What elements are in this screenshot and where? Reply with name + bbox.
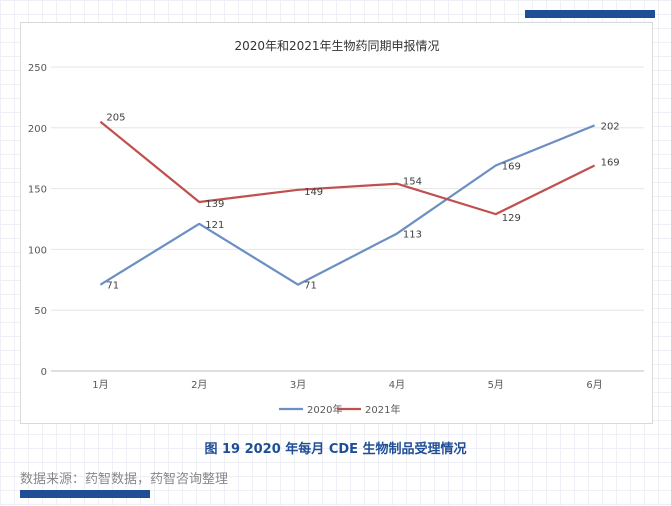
x-tick-label: 6月 <box>586 379 602 391</box>
top-accent-bar <box>525 10 655 18</box>
data-label: 71 <box>304 281 317 292</box>
data-source: 数据来源：药智数据，药智咨询整理 <box>20 472 229 487</box>
bottom-accent-bar <box>20 490 150 498</box>
data-label: 149 <box>304 187 323 198</box>
data-label: 169 <box>502 161 521 172</box>
data-label: 71 <box>106 281 119 292</box>
y-tick-label: 250 <box>28 63 47 74</box>
data-label: 121 <box>205 220 224 231</box>
series-line-1 <box>99 124 595 286</box>
data-label: 139 <box>205 199 224 210</box>
y-tick-label: 150 <box>28 185 47 196</box>
chart-title: 2020年和2021年生物药同期申报情况 <box>234 38 439 53</box>
x-tick-label: 4月 <box>389 379 405 391</box>
y-tick-label: 200 <box>28 124 47 135</box>
x-tick-label: 5月 <box>488 379 504 391</box>
data-label: 154 <box>403 177 422 188</box>
x-tick-label: 2月 <box>191 379 207 391</box>
figure-caption: 图 19 2020 年每月 CDE 生物制品受理情况 <box>204 442 467 457</box>
data-label: 202 <box>601 121 620 132</box>
chart-frame: 2020年和2021年生物药同期申报情况 0 50 100 150 200 250 1月 2月 3… <box>20 22 653 424</box>
legend-label: 2020年 <box>307 403 342 416</box>
data-label: 169 <box>601 157 620 168</box>
y-tick-label: 50 <box>34 306 47 317</box>
y-tick-label: 0 <box>41 367 47 378</box>
line-chart: 2020年和2021年生物药同期申报情况 0 50 100 150 200 250 1月 2月 3… <box>28 38 644 416</box>
data-label: 129 <box>502 213 521 224</box>
series-line-2 <box>99 120 596 216</box>
x-tick-label: 1月 <box>92 379 108 391</box>
data-label: 205 <box>106 113 125 124</box>
x-tick-label: 3月 <box>290 379 306 391</box>
data-label: 113 <box>403 230 422 241</box>
y-tick-label: 100 <box>28 245 47 256</box>
legend-label: 2021年 <box>365 403 400 416</box>
